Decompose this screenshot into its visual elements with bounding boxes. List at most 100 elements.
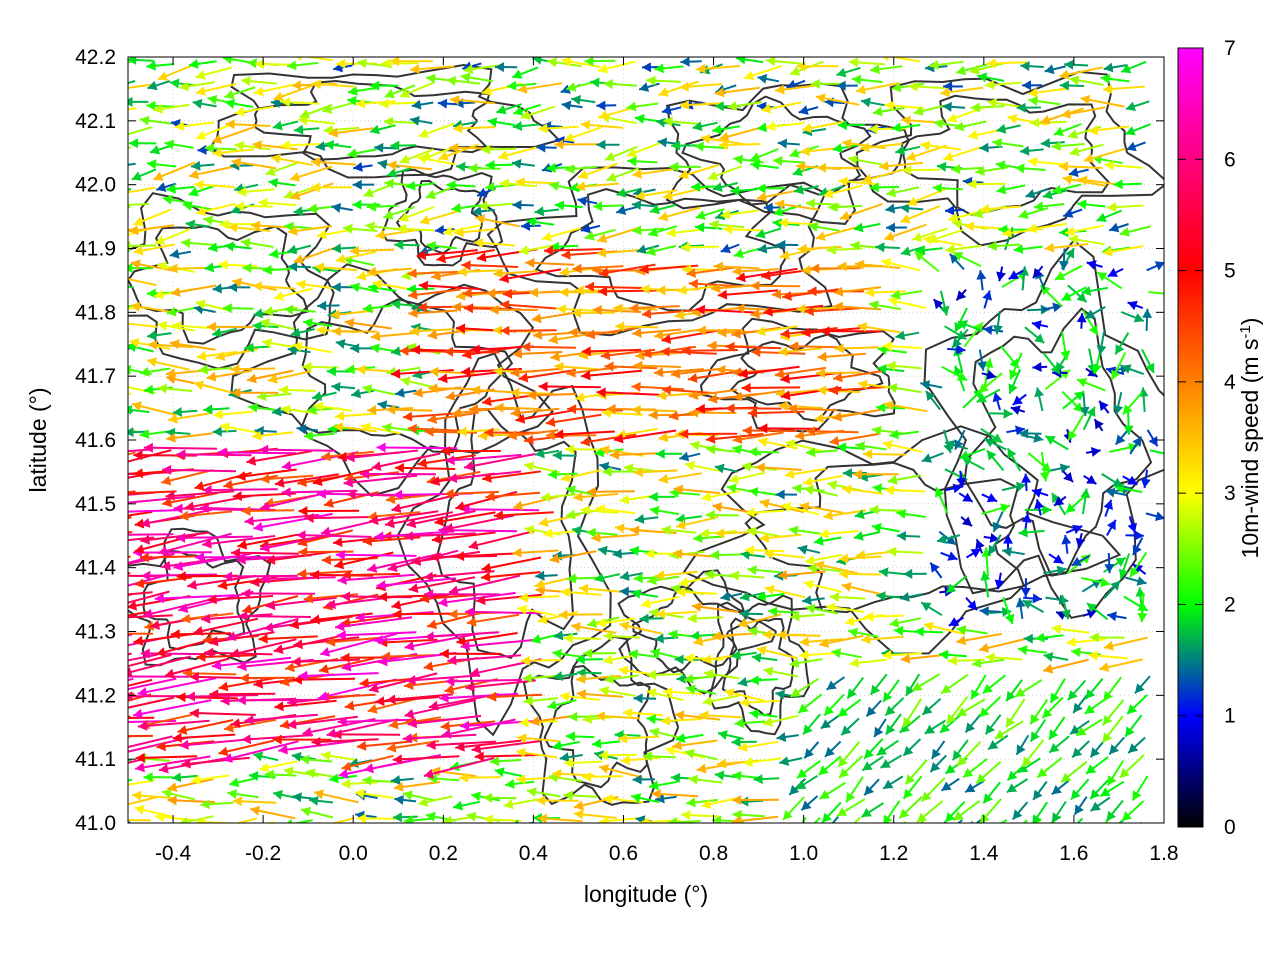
wind-arrow-head bbox=[519, 593, 528, 603]
wind-arrow-head bbox=[810, 263, 819, 273]
wind-arrow-head bbox=[1106, 824, 1116, 834]
wind-arrow-head bbox=[299, 506, 308, 516]
wind-arrow-head bbox=[187, 580, 197, 590]
wind-arrow-head bbox=[895, 146, 905, 156]
wind-arrow-shaft bbox=[338, 720, 416, 722]
wind-arrow-head bbox=[308, 204, 318, 214]
wind-arrow-head bbox=[731, 737, 740, 747]
wind-arrow-shaft bbox=[75, 517, 132, 529]
wind-arrow-head bbox=[322, 555, 331, 565]
wind-arrow-head bbox=[413, 369, 423, 379]
wind-arrow-head bbox=[1032, 362, 1041, 372]
wind-arrow-head bbox=[65, 745, 75, 755]
wind-arrow-head bbox=[827, 245, 836, 255]
wind-arrow-head bbox=[1142, 309, 1152, 318]
wind-arrow-head bbox=[613, 549, 622, 559]
wind-arrow-head bbox=[647, 714, 657, 724]
wind-arrow-head bbox=[782, 291, 792, 301]
wind-arrow-head bbox=[1099, 662, 1109, 672]
wind-arrow-head bbox=[144, 443, 153, 453]
wind-arrow-head bbox=[367, 202, 376, 212]
wind-arrow-head bbox=[493, 366, 502, 376]
wind-arrow-head bbox=[500, 179, 509, 189]
wind-arrow-head bbox=[86, 592, 95, 602]
wind-arrow-head bbox=[242, 734, 251, 744]
wind-arrow-head bbox=[438, 99, 447, 109]
wind-arrow-head bbox=[855, 441, 865, 451]
wind-arrow-head bbox=[123, 405, 133, 415]
wind-arrow-head bbox=[1075, 804, 1084, 814]
wind-arrow-head bbox=[853, 469, 862, 479]
wind-arrow-head bbox=[762, 630, 771, 640]
wind-arrow-head bbox=[132, 791, 141, 801]
wind-arrow-head bbox=[690, 441, 700, 451]
wind-arrow-head bbox=[338, 575, 347, 585]
contour-line bbox=[684, 426, 1120, 653]
wind-arrow-head bbox=[639, 82, 649, 92]
wind-arrow-head bbox=[403, 412, 412, 422]
wind-arrow-head bbox=[193, 99, 203, 109]
wind-arrow-head bbox=[1089, 830, 1099, 840]
wind-arrow-head bbox=[185, 502, 195, 512]
wind-arrow-shaft bbox=[945, 820, 962, 834]
wind-arrow-head bbox=[1034, 388, 1044, 398]
wind-arrow-head bbox=[1043, 505, 1052, 515]
wind-arrow-shaft bbox=[336, 555, 417, 556]
wind-arrow-head bbox=[941, 684, 951, 693]
wind-arrow-head bbox=[1137, 576, 1147, 586]
wind-arrow-head bbox=[90, 478, 100, 488]
wind-arrow-head bbox=[290, 172, 300, 182]
wind-arrow-head bbox=[758, 437, 768, 447]
x-tick-label: 0.8 bbox=[699, 842, 728, 865]
wind-arrow-head bbox=[1027, 223, 1037, 233]
wind-arrow-head bbox=[104, 779, 114, 789]
wind-arrow-head bbox=[65, 660, 75, 670]
wind-arrow-head bbox=[598, 546, 608, 556]
wind-arrow-head bbox=[732, 367, 741, 377]
wind-arrow-shaft bbox=[73, 717, 131, 718]
wind-arrow-head bbox=[242, 604, 252, 614]
wind-arrow-head bbox=[559, 610, 568, 620]
wind-arrow-head bbox=[630, 546, 640, 556]
wind-arrow-head bbox=[1121, 831, 1131, 841]
wind-arrow-head bbox=[546, 417, 556, 427]
wind-arrow-head bbox=[158, 546, 168, 556]
wind-arrow-head bbox=[471, 792, 481, 802]
wind-arrow-head bbox=[121, 241, 130, 251]
wind-arrow-head bbox=[901, 247, 911, 257]
wind-arrow-head bbox=[650, 506, 660, 516]
wind-arrow-head bbox=[633, 361, 642, 371]
wind-arrow-head bbox=[443, 226, 453, 236]
y-tick-label: 42.1 bbox=[75, 110, 116, 133]
wind-arrow-head bbox=[219, 260, 228, 270]
wind-arrow-head bbox=[92, 395, 102, 405]
wind-arrow-head bbox=[592, 739, 602, 749]
wind-arrow-head bbox=[824, 823, 834, 833]
wind-arrow-shaft bbox=[90, 473, 154, 485]
wind-arrow-head bbox=[747, 565, 756, 575]
wind-arrow-shaft bbox=[298, 673, 378, 676]
wind-arrow-head bbox=[245, 715, 254, 725]
wind-arrow-head bbox=[112, 671, 121, 681]
wind-arrow-head bbox=[1041, 138, 1050, 148]
wind-arrow-head bbox=[531, 634, 541, 644]
wind-arrow-head bbox=[732, 771, 742, 781]
wind-arrow-shaft bbox=[173, 735, 236, 739]
wind-arrow-head bbox=[465, 682, 474, 692]
wind-arrow-head bbox=[567, 824, 577, 834]
wind-arrow-head bbox=[817, 352, 826, 362]
wind-arrow-head bbox=[1125, 726, 1134, 736]
wind-arrow-head bbox=[1104, 641, 1114, 651]
wind-arrow-head bbox=[440, 649, 449, 659]
wind-arrow-head bbox=[57, 688, 67, 698]
y-axis-label: latitude (°) bbox=[25, 387, 51, 492]
wind-arrow-head bbox=[645, 549, 654, 559]
wind-arrow-head bbox=[247, 374, 257, 384]
wind-arrow-head bbox=[405, 641, 415, 651]
x-tick-label: -0.2 bbox=[245, 842, 281, 865]
wind-arrow-head bbox=[66, 597, 76, 607]
wind-arrow-head bbox=[604, 631, 613, 641]
wind-arrow-head bbox=[799, 105, 809, 115]
wind-arrow-head bbox=[620, 495, 630, 505]
